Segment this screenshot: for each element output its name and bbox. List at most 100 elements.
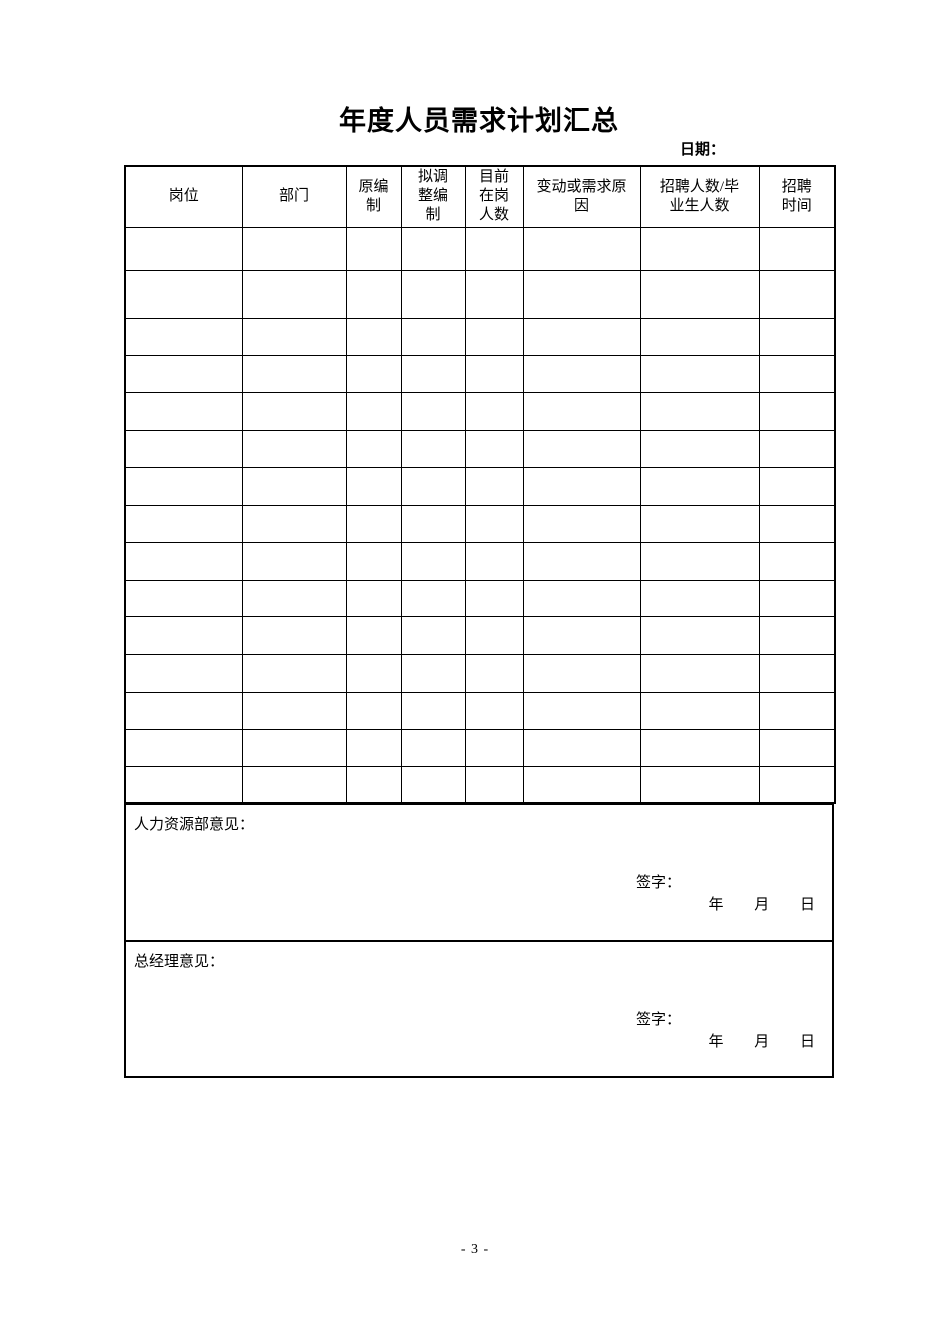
empty-cell <box>124 765 243 804</box>
table-row <box>124 765 836 804</box>
empty-cell <box>124 615 243 655</box>
empty-cell <box>124 653 243 693</box>
empty-cell <box>400 391 466 431</box>
empty-cell <box>241 765 347 804</box>
empty-cell <box>464 226 524 271</box>
empty-cell <box>639 504 760 543</box>
empty-cell <box>758 269 836 319</box>
empty-cell <box>345 317 402 356</box>
table-row <box>124 354 836 393</box>
empty-cell <box>464 728 524 767</box>
empty-cell <box>464 504 524 543</box>
column-header-position: 岗位 <box>124 165 243 228</box>
empty-cell <box>124 504 243 543</box>
empty-cell <box>758 391 836 431</box>
empty-cell <box>639 317 760 356</box>
empty-cell <box>639 466 760 506</box>
empty-cell <box>758 466 836 506</box>
gm-signature-label: 签字： <box>635 1012 681 1028</box>
table-row <box>124 226 836 271</box>
empty-cell <box>124 317 243 356</box>
empty-cell <box>639 354 760 393</box>
empty-cell <box>758 579 836 617</box>
empty-cell <box>464 317 524 356</box>
empty-cell <box>124 691 243 730</box>
empty-cell <box>639 541 760 581</box>
empty-cell <box>241 269 347 319</box>
empty-cell <box>241 541 347 581</box>
empty-cell <box>522 466 641 506</box>
empty-cell <box>464 541 524 581</box>
empty-cell <box>758 541 836 581</box>
empty-cell <box>241 504 347 543</box>
empty-cell <box>124 354 243 393</box>
empty-cell <box>522 317 641 356</box>
empty-cell <box>522 728 641 767</box>
empty-cell <box>345 615 402 655</box>
empty-cell <box>400 691 466 730</box>
empty-cell <box>758 728 836 767</box>
empty-cell <box>345 728 402 767</box>
table-row <box>124 391 836 431</box>
empty-cell <box>241 579 347 617</box>
empty-cell <box>464 615 524 655</box>
table-header-row: 岗位 部门 原编 制 拟调 整编 制 目前 在岗 人数 变动或需求原 因 招聘人… <box>124 165 836 228</box>
empty-cell <box>464 429 524 468</box>
empty-cell <box>345 226 402 271</box>
empty-cell <box>345 391 402 431</box>
empty-cell <box>639 226 760 271</box>
gm-opinion-section: 总经理意见： 签字： 年 月 日 <box>124 940 834 1078</box>
empty-cell <box>639 691 760 730</box>
empty-cell <box>124 226 243 271</box>
page-number: - 3 - <box>460 1242 490 1257</box>
column-header-change-reason: 变动或需求原 因 <box>522 165 641 228</box>
empty-cell <box>522 691 641 730</box>
empty-cell <box>345 269 402 319</box>
empty-cell <box>345 579 402 617</box>
empty-cell <box>345 504 402 543</box>
empty-cell <box>464 354 524 393</box>
empty-cell <box>522 765 641 804</box>
column-header-proposed-headcount: 拟调 整编 制 <box>400 165 466 228</box>
empty-cell <box>464 391 524 431</box>
column-header-original-headcount: 原编 制 <box>345 165 402 228</box>
empty-cell <box>639 765 760 804</box>
empty-cell <box>124 541 243 581</box>
empty-cell <box>758 691 836 730</box>
table-row <box>124 615 836 655</box>
empty-cell <box>522 615 641 655</box>
empty-cell <box>639 615 760 655</box>
empty-cell <box>400 653 466 693</box>
empty-cell <box>400 269 466 319</box>
empty-cell <box>522 226 641 271</box>
empty-cell <box>464 466 524 506</box>
table-row <box>124 579 836 617</box>
empty-cell <box>345 429 402 468</box>
empty-cell <box>639 391 760 431</box>
empty-cell <box>241 354 347 393</box>
table-body <box>124 226 836 804</box>
empty-cell <box>464 765 524 804</box>
empty-cell <box>241 728 347 767</box>
hr-opinion-section: 人力资源部意见： 签字： 年 月 日 <box>124 803 834 942</box>
empty-cell <box>345 466 402 506</box>
table-row <box>124 269 836 319</box>
empty-cell <box>758 354 836 393</box>
empty-cell <box>241 317 347 356</box>
column-header-recruit-count: 招聘人数/毕 业生人数 <box>639 165 760 228</box>
empty-cell <box>758 226 836 271</box>
empty-cell <box>522 269 641 319</box>
table-row <box>124 317 836 356</box>
empty-cell <box>241 226 347 271</box>
column-header-recruit-time: 招聘 时间 <box>758 165 836 228</box>
empty-cell <box>464 653 524 693</box>
empty-cell <box>345 691 402 730</box>
empty-cell <box>400 728 466 767</box>
empty-cell <box>124 466 243 506</box>
column-header-current-staff: 目前 在岗 人数 <box>464 165 524 228</box>
empty-cell <box>522 429 641 468</box>
empty-cell <box>758 317 836 356</box>
empty-cell <box>124 269 243 319</box>
hr-date-line: 年 月 日 <box>708 897 815 913</box>
page-title: 年度人员需求计划汇总 <box>339 106 619 136</box>
